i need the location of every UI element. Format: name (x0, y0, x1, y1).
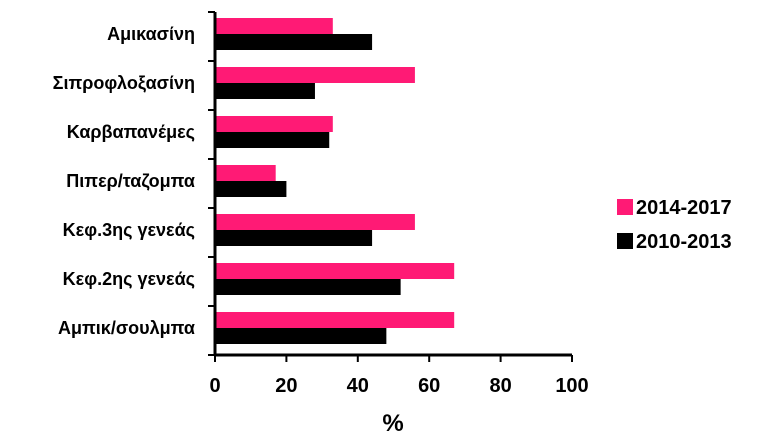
bar-series-1-5 (215, 263, 455, 279)
bar-series-1-1 (215, 67, 415, 83)
bar-series-2-1 (215, 83, 315, 99)
category-label: Πιπερ/ταζομπα (66, 171, 195, 192)
category-label: Αμπικ/σουλμπα (58, 318, 195, 338)
bars-group (215, 18, 455, 344)
bar-series-1-2 (215, 116, 333, 132)
bar-series-2-0 (215, 34, 373, 50)
bar-series-2-4 (215, 230, 373, 246)
y-axis-ticks (208, 11, 215, 356)
category-labels: Αμικασίνη Σιπροφλοξασίνη Καρβαπανέμες Πιπερ… (53, 24, 195, 338)
x-tick-label: 60 (418, 375, 440, 397)
category-label: Αμικασίνη (107, 24, 195, 44)
category-label: Κεφ.3ης γενεάς (63, 220, 195, 240)
category-label: Σιπροφλοξασίνη (53, 73, 195, 94)
x-tick-label: 0 (209, 375, 220, 397)
bar-series-2-2 (215, 132, 330, 148)
bar-series-2-3 (215, 181, 287, 197)
category-label: Καρβαπανέμες (67, 122, 195, 142)
legend-label: 2010-2013 (636, 231, 732, 253)
x-tick-label: 40 (347, 375, 369, 397)
bar-series-1-6 (215, 312, 455, 328)
bar-series-1-0 (215, 18, 333, 34)
bar-series-2-6 (215, 328, 387, 344)
x-tick-label: 20 (275, 375, 297, 397)
legend-swatch (617, 199, 633, 215)
legend-swatch (617, 233, 633, 249)
category-label: Κεφ.2ης γενεάς (63, 269, 195, 289)
x-tick-label: 100 (555, 375, 588, 397)
x-tick-label: 80 (489, 375, 511, 397)
bar-series-1-4 (215, 214, 415, 230)
legend-label: 2014-2017 (636, 197, 732, 219)
bar-series-1-3 (215, 165, 276, 181)
legend: 2014-2017 2010-2013 (617, 197, 732, 253)
bar-series-2-5 (215, 279, 401, 295)
x-axis-ticks: 0 20 40 60 80 100 (209, 355, 589, 397)
x-axis-title: % (382, 410, 403, 437)
